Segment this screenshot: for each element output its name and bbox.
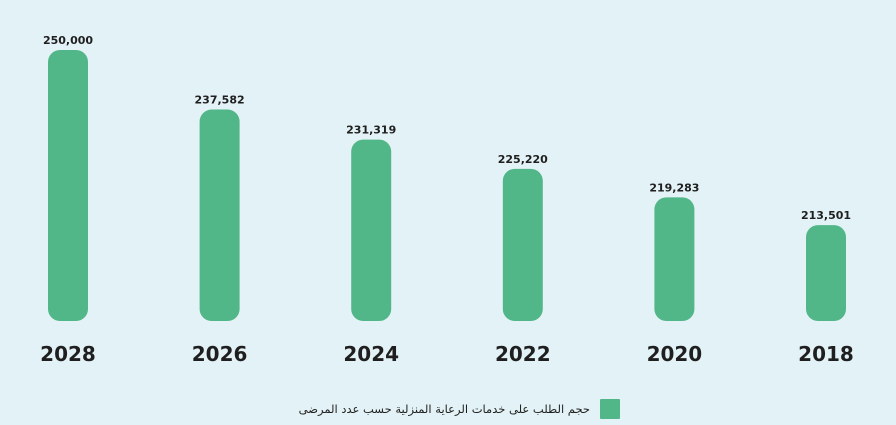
bar-2022 bbox=[502, 168, 543, 321]
category-label-2026: 2026 bbox=[192, 342, 248, 366]
category-label-2018: 2018 bbox=[798, 342, 854, 366]
value-labels-layer: 250,000 237,582 231,319 225,220 219,283 213,5… bbox=[43, 34, 851, 222]
value-label-2024: 231,319 bbox=[346, 124, 396, 137]
bar-2020 bbox=[654, 197, 695, 321]
legend-label: حجم الطلب على خدمات الرعاية المنزلية حسب… bbox=[298, 402, 590, 416]
legend: حجم الطلب على خدمات الرعاية المنزلية حسب… bbox=[280, 398, 620, 420]
bar-2028 bbox=[48, 50, 88, 321]
value-label-2018: 213,501 bbox=[801, 209, 851, 222]
value-label-2020: 219,283 bbox=[649, 181, 699, 194]
bar-2018 bbox=[806, 225, 846, 321]
bar-2026 bbox=[199, 109, 240, 321]
legend-swatch bbox=[600, 399, 620, 419]
bars-layer bbox=[48, 50, 846, 321]
value-label-2028: 250,000 bbox=[43, 34, 93, 47]
bar-2024 bbox=[351, 139, 392, 321]
category-label-2022: 2022 bbox=[495, 342, 551, 366]
category-labels-layer: 2028 2026 2024 2022 2020 2018 bbox=[40, 342, 854, 366]
value-label-2026: 237,582 bbox=[195, 94, 245, 107]
category-label-2028: 2028 bbox=[40, 342, 96, 366]
value-label-2022: 225,220 bbox=[498, 153, 548, 166]
category-label-2020: 2020 bbox=[647, 342, 703, 366]
category-label-2024: 2024 bbox=[343, 342, 399, 366]
